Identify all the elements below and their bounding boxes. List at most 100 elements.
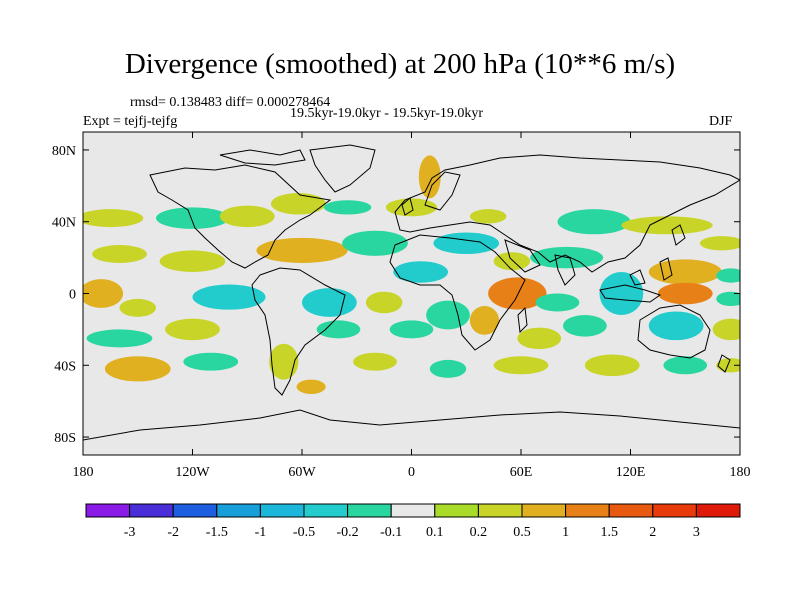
legend-label-12: 2: [649, 525, 656, 540]
field-blob-22: [119, 298, 156, 317]
field-blob-20: [716, 268, 740, 283]
field-blob-46: [429, 359, 467, 378]
uk-coast: [401, 197, 414, 216]
legend-label-10: 1: [562, 525, 569, 540]
field-blob-34: [316, 320, 361, 339]
y-tick-label-0: 80N: [52, 144, 76, 159]
x-tick-label-0: 180: [73, 465, 94, 480]
field-blob-26: [426, 300, 470, 330]
arabia-india-coast: [504, 239, 576, 286]
field-blob-33: [165, 318, 220, 341]
field-blob-38: [562, 315, 607, 337]
legend-swatch-2: [172, 503, 218, 518]
legend-swatch-14: [695, 503, 741, 518]
coastlines: [83, 144, 740, 441]
field-blob-14: [342, 230, 408, 256]
legend-label-13: 3: [693, 525, 700, 540]
field-blob-3: [270, 193, 326, 215]
field-blob-39: [648, 311, 704, 341]
axes: 180 120W 60W 0 60E 120E 180 80N 40N 0 40S 80S: [52, 132, 751, 480]
southeast-asia-coast: [599, 257, 673, 303]
north-america-coast: [149, 164, 332, 269]
x-tick-label-5: 120E: [616, 465, 646, 480]
legend-swatch-7: [390, 503, 436, 518]
y-tick-label-1: 40N: [52, 216, 76, 231]
antarctica-coast: [83, 409, 740, 441]
x-tick-label-2: 60W: [288, 465, 316, 480]
legend-swatch-0: [85, 503, 131, 518]
legend-label-4: -0.5: [293, 525, 315, 540]
field-blob-0: [83, 209, 144, 228]
africa-coast: [389, 234, 526, 351]
field-blob-7: [469, 209, 507, 224]
field-blob-4: [323, 200, 372, 215]
legend-swatch-12: [608, 503, 654, 518]
field-blob-17: [493, 252, 531, 271]
field-blob-32: [86, 329, 153, 348]
field-blob-48: [584, 354, 640, 377]
field-blob-23: [192, 284, 266, 310]
legend-swatch-11: [565, 503, 610, 518]
legend-label-5: -0.2: [337, 525, 359, 540]
experiment-label: Expt = tejfj-tejfg: [83, 114, 178, 129]
field-blob-31: [716, 291, 740, 307]
legend-swatch-1: [129, 503, 174, 518]
field-blob-21: [83, 279, 124, 308]
field-blob-11: [92, 245, 147, 263]
y-tick-label-4: 80S: [54, 431, 76, 446]
legend-swatch-8: [434, 503, 479, 518]
field-blob-8: [557, 209, 631, 235]
legend-label-7: 0.1: [426, 525, 444, 540]
field-blob-37: [517, 327, 562, 350]
field-blob-16: [433, 232, 500, 255]
legend-label-3: -1: [255, 525, 267, 540]
arctic-islands-coast: [219, 149, 306, 166]
scandinavia-coast: [424, 171, 461, 211]
legend: -3 -2 -1.5 -1 -0.5 -0.2 -0.1 0.1 0.2 0.5 1 1.5 2 3: [85, 503, 741, 540]
field-blob-42: [183, 352, 239, 371]
legend-label-8: 0.2: [470, 525, 488, 540]
x-tick-label-4: 60E: [510, 465, 533, 480]
period-label: 19.5kyr-19.0kyr - 19.5kyr-19.0kyr: [290, 106, 484, 121]
field-blob-25: [365, 291, 403, 314]
legend-swatch-13: [652, 503, 697, 518]
x-tick-label-3: 0: [408, 465, 415, 480]
field-blob-19: [648, 259, 722, 285]
field-blob-1: [156, 207, 229, 229]
legend-swatch-10: [521, 503, 567, 518]
x-tick-label-1: 120W: [175, 465, 210, 480]
legend-label-11: 1.5: [600, 525, 618, 540]
legend-swatch-4: [259, 503, 305, 518]
x-tick-label-6: 180: [730, 465, 751, 480]
field-blob-44: [296, 379, 326, 394]
legend-label-9: 0.5: [513, 525, 531, 540]
australia-coast: [637, 304, 711, 359]
contour-fields: [83, 155, 740, 394]
new-zealand-coast: [717, 354, 731, 373]
legend-label-0: -3: [124, 525, 136, 540]
eurasia-coast: [394, 154, 740, 273]
field-blob-30: [657, 282, 713, 305]
legend-swatch-5: [303, 503, 349, 518]
field-blob-9: [621, 216, 713, 235]
japan-coast: [671, 224, 686, 246]
y-tick-label-2: 0: [69, 288, 76, 303]
field-blob-49: [663, 356, 708, 375]
field-blob-43: [269, 343, 299, 380]
field-blob-24: [302, 288, 357, 317]
field-blob-10: [699, 236, 740, 251]
field-blob-41: [104, 356, 171, 382]
legend-swatch-6: [347, 503, 392, 518]
field-blob-47: [493, 356, 549, 375]
field-blob-36: [469, 306, 500, 335]
field-blob-6: [418, 155, 441, 199]
field-blob-28: [535, 293, 580, 312]
stats-label: rmsd= 0.138483 diff= 0.000278464: [130, 95, 331, 110]
field-blob-13: [256, 237, 348, 263]
madagascar-coast: [517, 306, 528, 334]
field-blob-40: [712, 318, 740, 341]
south-america-coast: [251, 267, 346, 396]
field-blob-15: [393, 261, 448, 283]
field-blob-2: [219, 205, 275, 228]
